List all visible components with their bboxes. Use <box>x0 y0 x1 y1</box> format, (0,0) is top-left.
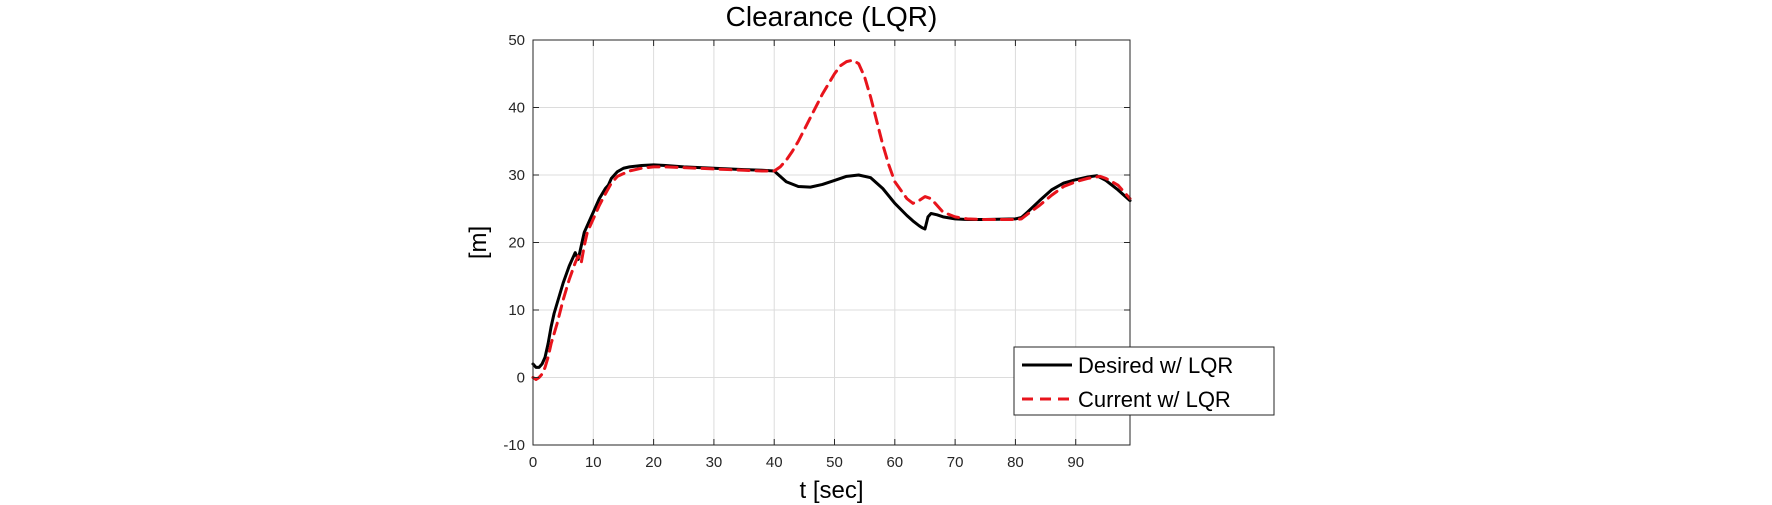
y-tick-label: 30 <box>508 167 525 184</box>
x-tick-label: 90 <box>1067 454 1084 471</box>
x-tick-label: 40 <box>766 454 783 471</box>
y-tick-label: 40 <box>508 100 525 117</box>
legend-label-desired: Desired w/ LQR <box>1078 353 1233 378</box>
x-axis-title: t [sec] <box>799 477 863 504</box>
x-tick-label: 20 <box>645 454 662 471</box>
legend-box <box>1013 346 1275 416</box>
series-line-current <box>531 58 1132 382</box>
y-tick-label: -10 <box>503 437 525 454</box>
y-axis-title: [m] <box>465 226 492 259</box>
x-tick-label: 0 <box>529 454 537 471</box>
x-tick-label: 70 <box>947 454 964 471</box>
x-tick-label: 60 <box>886 454 903 471</box>
x-tick-label: 30 <box>706 454 723 471</box>
y-tick-label: 50 <box>508 32 525 49</box>
series-line-desired <box>531 163 1132 369</box>
x-tick-label: 10 <box>585 454 602 471</box>
x-tick-label: 50 <box>826 454 843 471</box>
chart-title: Clearance (LQR) <box>726 1 938 32</box>
legend: Desired w/ LQR Current w/ LQR <box>1013 346 1275 416</box>
plot-lines <box>531 58 1132 382</box>
y-tick-label: 10 <box>508 302 525 319</box>
x-tick-label: 80 <box>1007 454 1024 471</box>
legend-label-current: Current w/ LQR <box>1078 387 1231 412</box>
y-tick-label: 0 <box>517 370 525 387</box>
y-tick-label: 20 <box>508 235 525 252</box>
